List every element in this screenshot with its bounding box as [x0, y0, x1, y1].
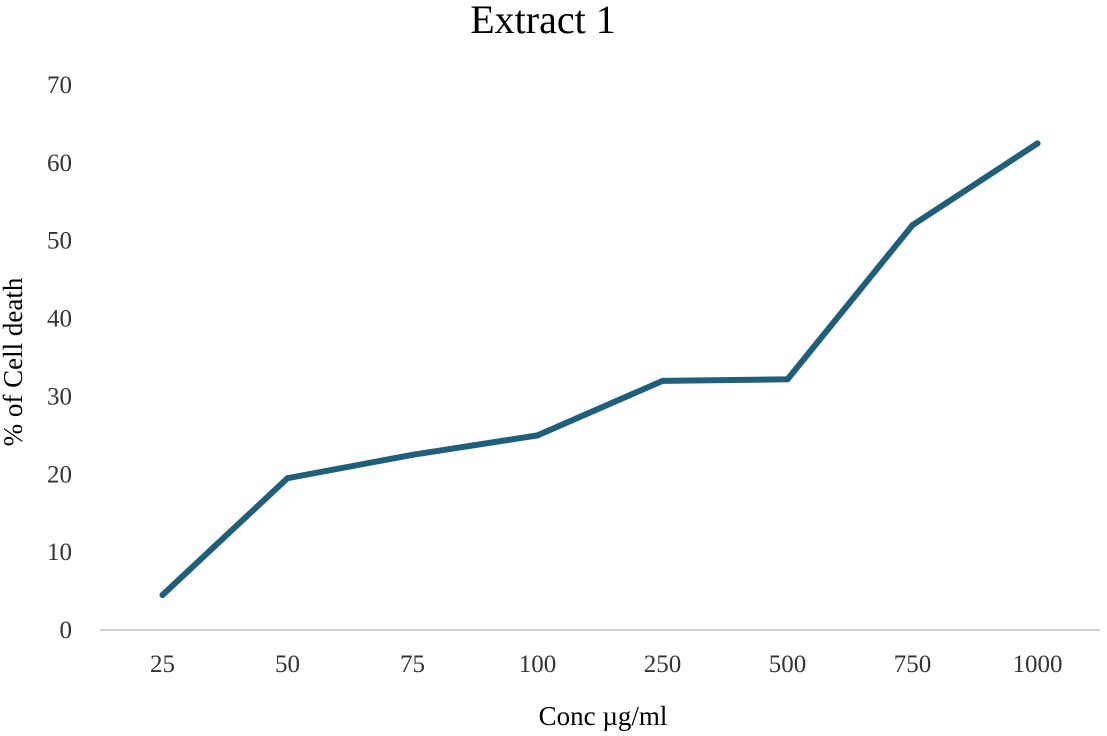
y-axis-label: % of Cell death — [0, 277, 28, 446]
x-axis-label: Conc µg/ml — [539, 701, 668, 731]
x-tick-label: 100 — [519, 651, 557, 678]
y-tick-label: 60 — [47, 150, 72, 177]
data-point — [409, 451, 416, 458]
y-tick-label: 70 — [47, 72, 72, 99]
data-point — [784, 376, 791, 383]
series-line — [159, 140, 1041, 598]
x-tick-label: 500 — [769, 651, 807, 678]
y-tick-label: 40 — [47, 306, 72, 333]
chart-title: Extract 1 — [470, 0, 616, 42]
x-tick-label: 1000 — [1013, 651, 1063, 678]
series-group — [159, 140, 1041, 598]
data-point — [1034, 140, 1041, 147]
x-tick-label: 75 — [400, 651, 425, 678]
x-tick-label: 750 — [894, 651, 932, 678]
data-point — [534, 432, 541, 439]
data-point — [909, 222, 916, 229]
y-tick-label: 20 — [47, 461, 72, 488]
data-point — [159, 591, 166, 598]
y-tick-label: 10 — [47, 539, 72, 566]
x-axis-ticks: 25 50 75 100 250 500 750 1000 — [150, 651, 1063, 678]
data-point — [284, 475, 291, 482]
y-axis-ticks: 0 10 20 30 40 50 60 70 — [47, 72, 72, 644]
y-tick-label: 0 — [60, 617, 73, 644]
y-tick-label: 30 — [47, 383, 72, 410]
x-tick-label: 250 — [644, 651, 682, 678]
y-tick-label: 50 — [47, 228, 72, 255]
x-tick-label: 25 — [150, 651, 175, 678]
data-point — [659, 377, 666, 384]
x-tick-label: 50 — [275, 651, 300, 678]
